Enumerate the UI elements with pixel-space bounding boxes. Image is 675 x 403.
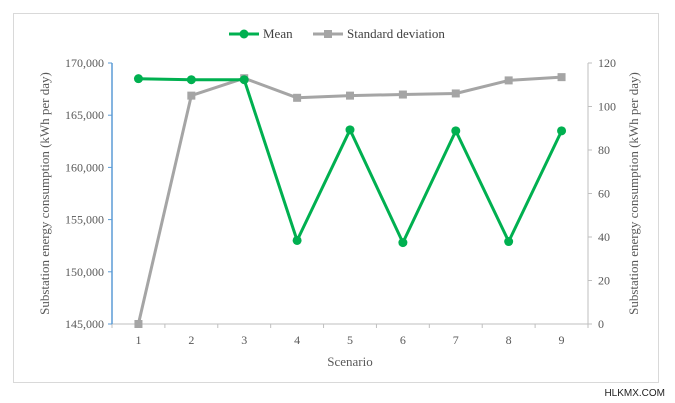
standard-deviation-point <box>134 320 143 328</box>
standard-deviation-point <box>557 73 566 82</box>
x-tick-label: 1 <box>135 333 141 347</box>
mean-point <box>451 126 461 136</box>
y-left-tick-label: 145,000 <box>65 317 104 331</box>
mean-point <box>398 238 408 248</box>
watermark-text: HLKMX.COM <box>604 388 665 399</box>
standard-deviation-point <box>451 89 460 98</box>
x-tick-label: 4 <box>294 333 300 347</box>
mean-point <box>504 237 514 247</box>
legend-standard-deviation-marker <box>324 30 332 38</box>
y-left-tick-label: 160,000 <box>65 160 104 174</box>
mean-point <box>186 75 196 85</box>
y-axis-left-title: Substation energy consumption (kWh per d… <box>37 72 52 315</box>
y-right-tick-label: 60 <box>598 187 610 201</box>
y-left-tick-label: 150,000 <box>65 265 104 279</box>
chart-frame <box>13 13 659 383</box>
y-right-tick-label: 80 <box>598 143 610 157</box>
y-right-tick-label: 100 <box>598 100 616 114</box>
mean-point <box>557 126 567 136</box>
axes: 1 2 3 4 5 6 7 8 9 145,000 150,000 155,000 160,000 165… <box>65 56 616 347</box>
x-axis-title: Scenario <box>327 354 372 369</box>
y-left-tick-label: 155,000 <box>65 213 104 227</box>
y-left-tick-label: 170,000 <box>65 56 104 70</box>
standard-deviation-point <box>346 91 354 100</box>
y-right-tick-label: 120 <box>598 56 616 70</box>
x-tick-label: 8 <box>506 333 512 347</box>
legend: Mean Standard deviation <box>229 26 445 41</box>
y-axis-right-title: Substation energy consumption (kWh per d… <box>626 72 641 315</box>
legend-standard-deviation-label: Standard deviation <box>347 26 445 41</box>
mean-point <box>345 125 355 135</box>
standard-deviation-point <box>187 91 196 100</box>
mean-point <box>133 74 143 84</box>
mean-line <box>138 77 563 245</box>
x-tick-label: 9 <box>559 333 565 347</box>
legend-mean-marker <box>239 29 249 39</box>
y-right-tick-label: 40 <box>598 230 610 244</box>
x-tick-label: 7 <box>453 333 459 347</box>
standard-deviation-point <box>504 76 513 85</box>
standard-deviation-point <box>293 93 302 102</box>
y-left-tick-label: 165,000 <box>65 108 104 122</box>
x-tick-label: 6 <box>400 333 406 347</box>
legend-mean-label: Mean <box>263 26 293 41</box>
mean-point <box>239 75 249 85</box>
standard-deviation-point <box>398 90 407 99</box>
series-layer <box>133 73 567 328</box>
y-right-tick-label: 20 <box>598 274 610 288</box>
x-tick-label: 3 <box>241 333 247 347</box>
standard-deviation-line <box>136 75 562 325</box>
x-tick-label: 5 <box>347 333 353 347</box>
x-tick-label: 2 <box>188 333 194 347</box>
y-right-tick-label: 0 <box>598 317 604 331</box>
mean-point <box>292 235 302 245</box>
